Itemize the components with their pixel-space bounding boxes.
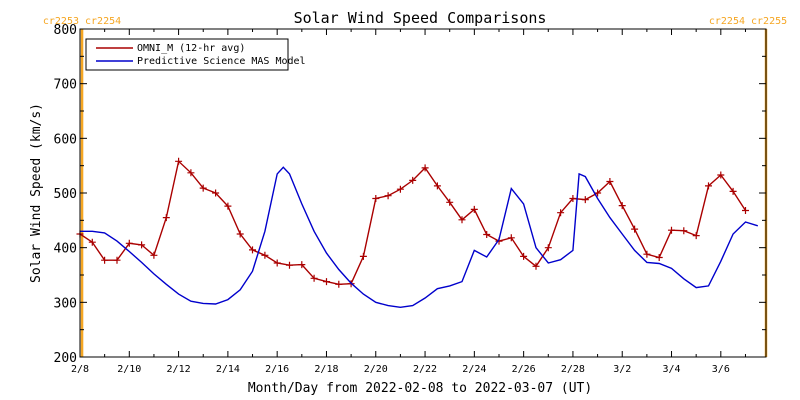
data-point-0-52: [717, 171, 725, 179]
data-point-0-4: [125, 239, 133, 247]
y-tick-label-200: 200: [54, 351, 77, 366]
x-tick-label-2/12: 2/12: [167, 364, 191, 375]
data-point-0-23: [359, 252, 367, 260]
x-tick-label-2/14: 2/14: [216, 364, 240, 375]
data-point-0-1: [88, 238, 96, 246]
carrington-label-left: cr2253 cr2254: [43, 16, 121, 27]
data-point-0-48: [668, 226, 675, 234]
data-point-0-25: [384, 192, 392, 200]
data-point-0-32: [470, 205, 478, 213]
x-tick-label-3/6: 3/6: [712, 364, 730, 375]
y-tick-label-700: 700: [54, 78, 77, 93]
data-point-0-53: [729, 187, 737, 195]
x-axis: 2/8 2/10 2/12 2/14 2/16 2/18 2/20 2/22 2/24 2/26 2…: [71, 29, 746, 375]
data-point-0-17: [286, 261, 293, 269]
data-point-0-26: [396, 185, 404, 193]
legend: OMNI_M (12-hr avg) Predictive Science MA…: [85, 38, 306, 71]
data-point-0-31: [458, 216, 466, 224]
data-point-0-10: [199, 184, 207, 192]
data-point-0-3: [113, 256, 121, 264]
x-tick-label-2/16: 2/16: [265, 364, 289, 375]
legend-label-mas: Predictive Science MAS Model: [137, 56, 306, 67]
x-tick-label-2/24: 2/24: [462, 364, 486, 375]
data-point-0-44: [618, 202, 626, 210]
data-point-0-49: [680, 227, 688, 235]
data-point-0-29: [433, 182, 441, 190]
data-point-0-40: [569, 195, 577, 202]
data-point-0-35: [507, 234, 515, 242]
data-point-0-51: [705, 182, 712, 190]
data-point-0-27: [409, 176, 417, 184]
data-point-0-9: [187, 169, 195, 177]
x-tick-label-3/2: 3/2: [613, 364, 631, 375]
x-tick-label-3/4: 3/4: [662, 364, 680, 375]
series-layer: [76, 157, 759, 309]
data-point-0-12: [224, 202, 232, 210]
data-point-0-33: [483, 231, 491, 238]
data-point-0-54: [742, 207, 749, 214]
y-tick-label-500: 500: [54, 187, 77, 202]
data-point-0-15: [261, 251, 269, 259]
data-point-0-43: [606, 178, 614, 185]
legend-label-omni: OMNI_M (12-hr avg): [137, 43, 245, 54]
series-line-1: [80, 166, 759, 309]
data-point-0-18: [298, 261, 306, 269]
data-point-0-45: [631, 225, 639, 233]
data-point-0-30: [446, 198, 454, 206]
data-point-0-24: [372, 195, 380, 202]
y-tick-label-600: 600: [54, 132, 77, 147]
data-point-0-8: [175, 157, 183, 165]
data-point-0-46: [643, 250, 651, 258]
x-tick-label-2/18: 2/18: [314, 364, 338, 375]
data-point-0-28: [421, 164, 429, 172]
data-point-0-19: [310, 274, 318, 282]
data-point-0-21: [335, 280, 343, 288]
data-point-0-7: [162, 214, 170, 222]
data-point-0-39: [557, 209, 565, 217]
data-point-0-36: [520, 252, 528, 260]
data-point-0-20: [323, 278, 330, 286]
chart-title: Solar Wind Speed Comparisons: [294, 9, 547, 27]
data-point-0-13: [236, 230, 244, 238]
x-tick-label-2/22: 2/22: [413, 364, 437, 375]
data-point-0-47: [655, 254, 663, 261]
y-tick-label-400: 400: [54, 242, 77, 257]
data-point-0-14: [249, 246, 256, 254]
data-point-0-11: [212, 189, 220, 197]
y-tick-label-300: 300: [54, 296, 77, 311]
y-axis: 200 300 400 500 600 700 800: [54, 23, 766, 366]
data-point-0-41: [581, 196, 589, 204]
carrington-label-right: cr2254 cr2255: [709, 16, 787, 27]
x-tick-label-2/8: 2/8: [71, 364, 89, 375]
data-point-0-5: [138, 241, 146, 249]
data-point-0-50: [692, 232, 700, 240]
data-point-0-6: [150, 251, 158, 259]
x-tick-label-2/10: 2/10: [117, 364, 141, 375]
x-axis-label: Month/Day from 2022-02-08 to 2022-03-07 …: [248, 381, 592, 396]
data-point-0-2: [101, 256, 109, 264]
data-point-0-37: [532, 262, 540, 270]
x-tick-label-2/26: 2/26: [512, 364, 536, 375]
legend-box: [85, 38, 289, 71]
y-axis-label: Solar Wind Speed (km/s): [29, 103, 44, 283]
x-tick-label-2/28: 2/28: [561, 364, 585, 375]
x-tick-label-2/20: 2/20: [364, 364, 388, 375]
y-tick-label-800: 800: [54, 23, 77, 38]
data-point-0-38: [544, 244, 552, 252]
data-point-0-16: [273, 259, 281, 267]
